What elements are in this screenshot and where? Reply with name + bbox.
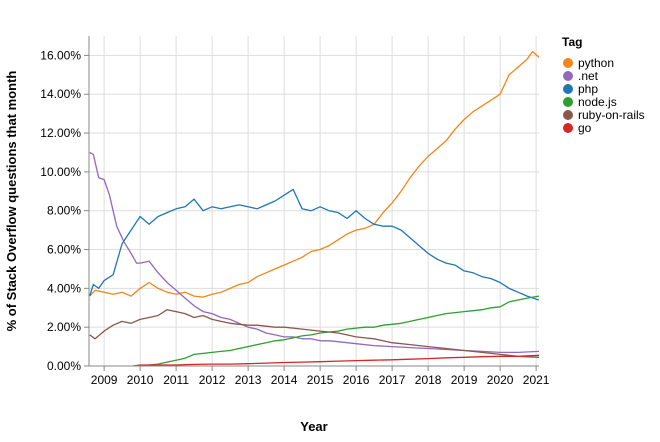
x-axis-title: Year xyxy=(300,419,327,434)
series-line-php xyxy=(89,188,539,301)
x-tick-label: 2012 xyxy=(199,373,226,387)
x-tick-label: 2010 xyxy=(127,373,154,387)
legend-label: ruby-on-rails xyxy=(578,108,645,122)
x-tick-label: 2013 xyxy=(235,373,262,387)
legend-swatch xyxy=(563,71,573,81)
legend-swatch xyxy=(563,58,573,68)
grid xyxy=(89,36,539,367)
y-axis-title: % of Stack Overflow questions that month xyxy=(4,71,19,332)
y-tick-label: 12.00% xyxy=(40,126,81,140)
x-tick-label: 2015 xyxy=(307,373,334,387)
x-tick-label: 2014 xyxy=(271,373,298,387)
y-tick-label: 8.00% xyxy=(47,204,81,218)
x-tick-label: 2019 xyxy=(451,373,478,387)
y-tick-label: 6.00% xyxy=(47,243,81,257)
legend-title: Tag xyxy=(562,35,582,49)
x-tick-label: 2017 xyxy=(379,373,406,387)
x-tick-label: 2011 xyxy=(163,373,189,387)
y-tick-label: 14.00% xyxy=(40,87,81,101)
x-tick-label: 2016 xyxy=(343,373,370,387)
x-tick-label: 2020 xyxy=(487,373,514,387)
y-tick-label: 2.00% xyxy=(47,320,81,334)
legend-swatch xyxy=(563,110,573,120)
y-tick-label: 16.00% xyxy=(40,48,81,62)
legend-label: .net xyxy=(578,69,599,83)
y-tick-label: 0.00% xyxy=(47,359,81,373)
series-line-python xyxy=(89,50,539,298)
series-line-net xyxy=(89,151,539,354)
legend-swatch xyxy=(563,123,573,133)
legend-label: go xyxy=(578,121,592,135)
y-tick-label: 10.00% xyxy=(40,165,81,179)
series-line-node-js xyxy=(136,295,539,366)
legend-label: node.js xyxy=(578,95,617,109)
x-tick-label: 2009 xyxy=(91,373,118,387)
legend-swatch xyxy=(563,97,573,107)
x-tick-label: 2018 xyxy=(415,373,442,387)
series-line-go xyxy=(132,354,539,366)
legend-swatch xyxy=(563,84,573,94)
x-tick-label: 2021 xyxy=(523,373,550,387)
legend-label: python xyxy=(578,56,614,70)
legend-label: php xyxy=(578,82,598,96)
series-line-ruby-on-rails xyxy=(89,309,539,358)
series-lines xyxy=(89,50,539,366)
axes: 0.00% 2.00% 4.00% 6.00% 8.00% 10.00% 12.00% 14.… xyxy=(4,36,550,434)
y-tick-label: 4.00% xyxy=(47,281,81,295)
